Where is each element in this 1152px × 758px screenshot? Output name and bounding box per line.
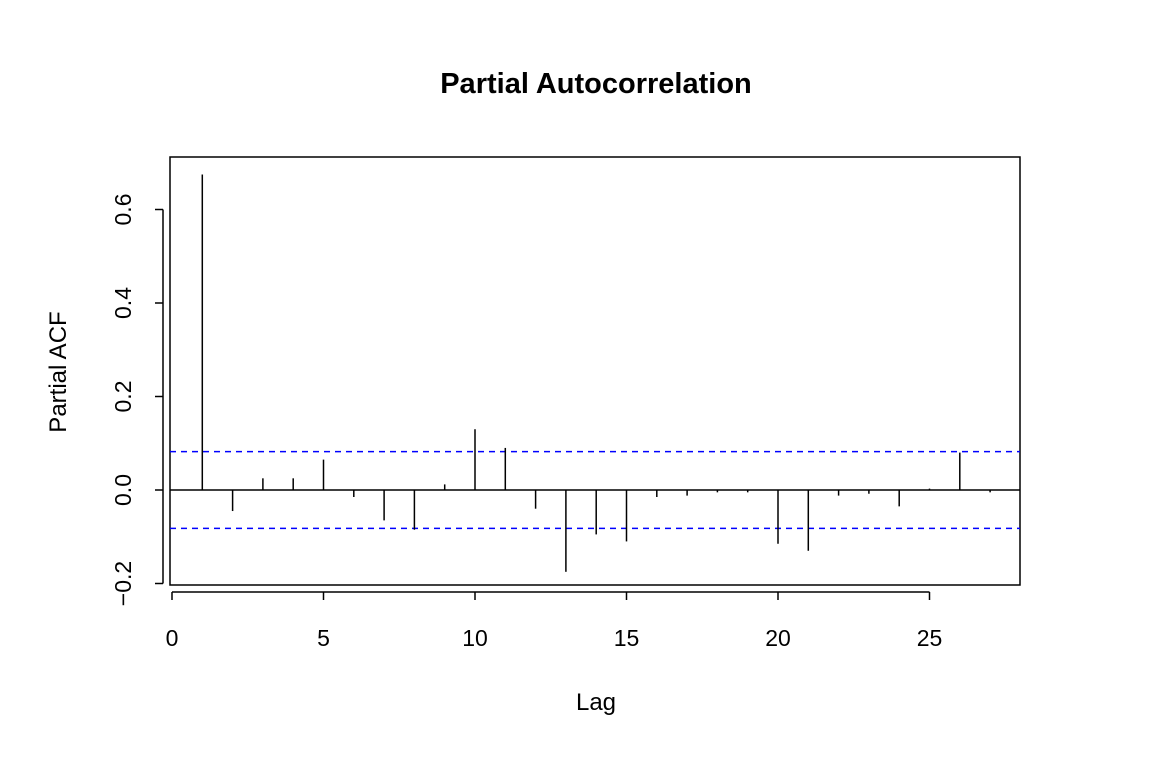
y-axis-label: Partial ACF bbox=[45, 311, 72, 432]
y-tick-label: −0.2 bbox=[110, 561, 136, 606]
y-tick-label: 0.0 bbox=[110, 474, 136, 506]
x-axis: 0 5 10 15 20 25 bbox=[166, 591, 943, 651]
spike-series bbox=[170, 174, 1020, 572]
x-tick-label: 15 bbox=[614, 625, 640, 651]
plot-frame bbox=[169, 156, 1021, 586]
y-tick-label: 0.6 bbox=[110, 194, 136, 226]
y-axis: −0.2 0.0 0.2 0.4 0.6 bbox=[110, 194, 164, 606]
x-tick-label: 0 bbox=[166, 625, 179, 651]
x-tick-label: 5 bbox=[317, 625, 330, 651]
y-tick-label: 0.4 bbox=[110, 287, 136, 319]
y-tick-label: 0.2 bbox=[110, 381, 136, 413]
x-tick-label: 20 bbox=[765, 625, 791, 651]
chart-title: Partial Autocorrelation bbox=[440, 68, 752, 100]
x-axis-label: Lag bbox=[576, 689, 616, 716]
x-tick-label: 25 bbox=[917, 625, 943, 651]
x-tick-label: 10 bbox=[462, 625, 488, 651]
